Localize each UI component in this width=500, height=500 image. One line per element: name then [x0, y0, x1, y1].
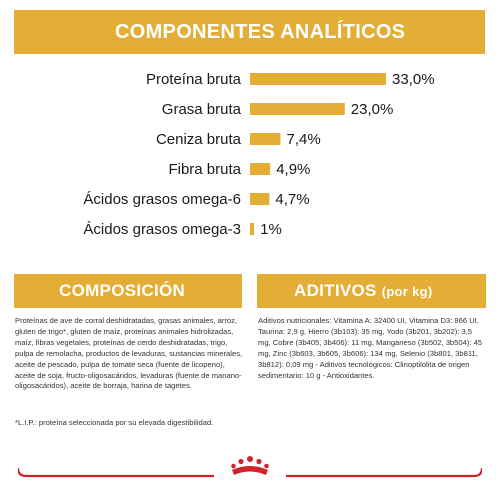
bar	[250, 223, 255, 235]
composition-text: Proteínas de ave de corral deshidratadas…	[15, 316, 243, 391]
value-label: 7,4%	[286, 131, 320, 148]
category-label: Ácidos grasos omega-3	[83, 221, 241, 238]
category-label: Proteína bruta	[146, 71, 242, 88]
value-label: 1%	[260, 221, 282, 238]
bar	[250, 133, 281, 145]
bar	[250, 163, 271, 175]
category-label: Ácidos grasos omega-6	[83, 191, 241, 208]
footer-divider	[18, 467, 482, 478]
section-unit: (por kg)	[381, 283, 433, 299]
section-title: COMPOSICIÓN	[59, 281, 186, 300]
section-header-composicion: COMPOSICIÓN	[14, 274, 242, 308]
analytics-bar-chart: Proteína bruta 33,0% Grasa bruta 23,0% Ceniz…	[83, 71, 435, 238]
section-header-aditivos: ADITIVOS (por kg)	[257, 274, 486, 308]
value-label: 4,9%	[276, 161, 310, 178]
additives-text: Aditivos nutricionales: Vitamina A: 3240…	[258, 316, 483, 380]
category-label: Grasa bruta	[162, 101, 242, 118]
value-label: 23,0%	[351, 101, 394, 118]
value-label: 33,0%	[392, 71, 435, 88]
bar	[250, 103, 345, 115]
category-label: Ceniza bruta	[156, 131, 242, 148]
category-label: Fibra bruta	[168, 161, 241, 178]
bar	[250, 73, 386, 85]
value-label: 4,7%	[275, 191, 309, 208]
royal-canin-crown-icon	[231, 456, 269, 475]
section-header-componentes: COMPONENTES ANALÍTICOS	[14, 10, 485, 54]
section-title: COMPONENTES ANALÍTICOS	[115, 20, 406, 43]
composition-note: *L.I.P.: proteína seleccionada por su el…	[15, 418, 214, 427]
section-title: ADITIVOS	[294, 281, 377, 300]
bar	[250, 193, 270, 205]
